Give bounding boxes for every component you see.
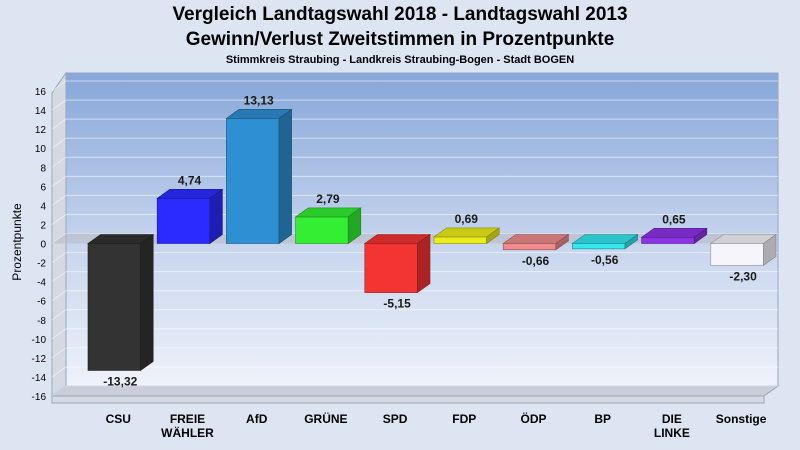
data-label: 2,79 <box>316 192 340 206</box>
y-tick-label: 14 <box>35 106 47 117</box>
x-tick-label: Sonstige <box>716 412 767 426</box>
bar <box>433 227 501 245</box>
gridline-side <box>51 99 67 111</box>
x-tick-label: ÖDP <box>520 411 546 426</box>
plot-floor <box>50 385 780 397</box>
bar <box>294 207 362 245</box>
data-label: -5,15 <box>383 297 411 311</box>
bar <box>87 233 155 372</box>
gridline-side <box>51 194 67 206</box>
data-label: 0,65 <box>662 212 686 226</box>
data-label: -0,56 <box>591 253 619 267</box>
gridline-side <box>51 347 67 359</box>
y-tick-label: -10 <box>32 335 47 346</box>
y-tick-label: 0 <box>40 240 46 251</box>
data-label: 4,74 <box>178 173 202 187</box>
y-axis-label: Prozentpunkte <box>10 203 24 281</box>
y-tick-label: 2 <box>40 220 46 231</box>
bar <box>571 233 639 250</box>
gridline-side <box>51 137 67 149</box>
chart-title: Vergleich Landtagswahl 2018 - Landtagswa… <box>172 4 628 25</box>
gridline-side <box>51 309 67 321</box>
gridline-side <box>51 328 67 340</box>
x-tick-label: AfD <box>246 412 268 426</box>
x-tick-label: FREIE WÄHLER <box>161 412 214 440</box>
x-tick-label: FDP <box>452 412 476 426</box>
y-tick-label: 12 <box>35 125 47 136</box>
y-tick-label: 10 <box>35 144 47 155</box>
gridline-side <box>51 214 67 225</box>
y-tick-label: -2 <box>37 259 46 270</box>
data-label: -2,30 <box>729 269 757 283</box>
chart-subtitle: Gewinn/Verlust Zweitstimmen in Prozentpu… <box>185 29 615 50</box>
gridline-side <box>51 156 67 168</box>
gridline-side <box>51 385 67 397</box>
bar <box>502 233 570 251</box>
x-tick-label: GRÜNE <box>304 411 347 426</box>
x-tick-label: BP <box>594 412 611 426</box>
y-tick-label: 8 <box>40 163 46 174</box>
bar <box>363 233 431 294</box>
y-tick-label: -4 <box>37 278 46 289</box>
gridline-side <box>51 290 67 302</box>
y-tick-label: -12 <box>32 354 47 365</box>
plot-floor-edge <box>51 395 765 404</box>
y-tick-label: 4 <box>40 201 46 212</box>
x-tick-label: CSU <box>106 412 131 426</box>
bar <box>640 227 708 245</box>
y-tick-label: -6 <box>37 297 46 308</box>
y-tick-label: 16 <box>35 87 47 98</box>
bar <box>225 108 293 245</box>
y-tick-label: -14 <box>32 373 47 384</box>
y-tick-label: -8 <box>37 316 46 327</box>
bar <box>156 188 224 245</box>
data-label: 13,13 <box>244 93 274 107</box>
gridline-side <box>51 80 67 92</box>
gridline-side <box>51 271 67 283</box>
y-tick-label: -16 <box>32 392 47 403</box>
data-label: -0,66 <box>522 254 550 268</box>
x-tick-label: SPD <box>383 412 408 426</box>
data-label: 0,69 <box>455 212 479 226</box>
chart-subtitle-region: Stimmkreis Straubing - Landkreis Straubi… <box>225 54 575 66</box>
gridline-side <box>51 118 67 130</box>
bar <box>709 233 777 267</box>
gridline-side <box>51 175 67 187</box>
gridline-side <box>51 366 67 378</box>
x-tick-label: DIE LINKE <box>654 412 690 440</box>
gridline-side <box>51 252 67 263</box>
y-tick-label: 6 <box>40 182 46 193</box>
data-label: -13,32 <box>103 374 137 388</box>
